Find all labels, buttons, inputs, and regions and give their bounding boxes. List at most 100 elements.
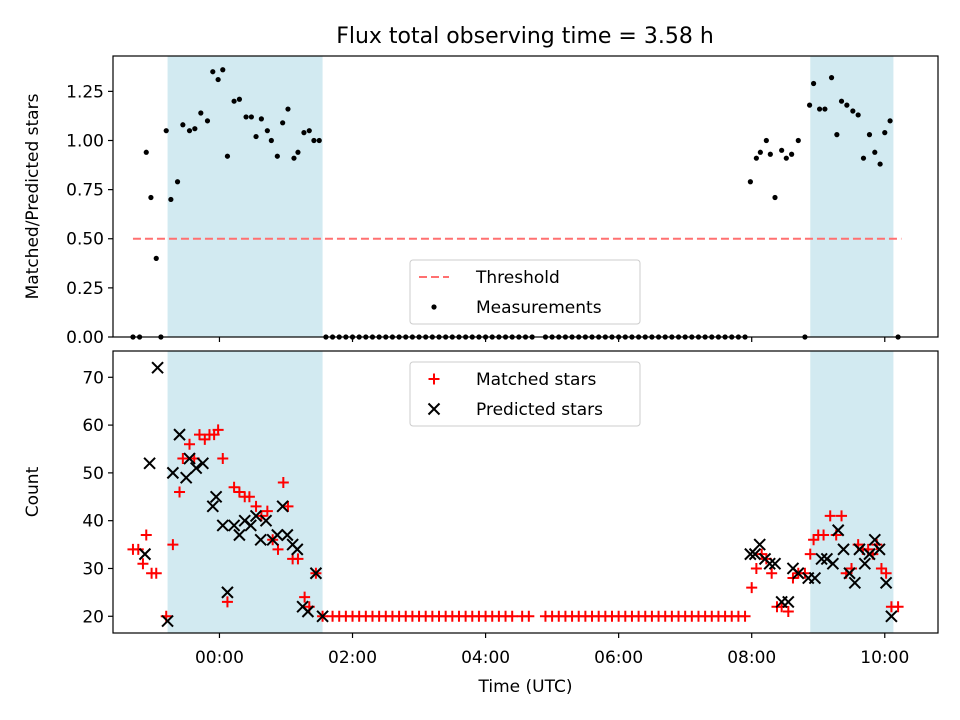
predicted-star-point bbox=[227, 519, 241, 532]
measurement-point bbox=[828, 75, 835, 81]
measurement-point bbox=[844, 102, 850, 108]
measurement-point bbox=[795, 137, 801, 144]
measurement-point bbox=[767, 151, 773, 157]
measurement-point bbox=[143, 149, 149, 155]
predicted-star-point bbox=[276, 500, 289, 513]
measurement-point bbox=[174, 179, 181, 185]
measurement-point bbox=[311, 137, 317, 144]
matched-star-point bbox=[137, 558, 149, 570]
measurement-point bbox=[163, 128, 169, 134]
measurement-point bbox=[248, 114, 254, 120]
measurement-point bbox=[877, 161, 883, 167]
predicted-star-point bbox=[161, 614, 174, 628]
measurement-point bbox=[148, 194, 154, 201]
matched-star-point bbox=[746, 582, 758, 594]
matched-star-point bbox=[782, 605, 794, 617]
matched-star-point bbox=[233, 486, 245, 498]
measurement-point bbox=[882, 130, 888, 136]
predicted-star-point bbox=[138, 547, 152, 561]
matched-star-point bbox=[880, 567, 892, 579]
predicted-star-point bbox=[744, 547, 757, 561]
measurement-point bbox=[838, 98, 845, 104]
measurement-point bbox=[779, 147, 785, 153]
axes-frame bbox=[112, 350, 939, 634]
measurement-point bbox=[220, 67, 226, 73]
x-tick-label: 00:00 bbox=[195, 648, 244, 668]
matched-star-point bbox=[261, 505, 273, 517]
legend-entry-label: Threshold bbox=[475, 268, 560, 288]
predicted-star-point bbox=[853, 543, 866, 556]
y-tick-label: 60 bbox=[82, 416, 104, 436]
measurement-point bbox=[301, 130, 307, 136]
predicted-star-point bbox=[843, 567, 856, 580]
predicted-star-point bbox=[281, 528, 294, 542]
matched-star-point bbox=[766, 567, 778, 579]
predicted-star-point bbox=[233, 528, 246, 542]
measurement-point bbox=[872, 149, 878, 155]
measurement-point bbox=[306, 128, 312, 134]
predicted-star-point bbox=[863, 547, 876, 561]
matched-star-point bbox=[174, 486, 186, 498]
legend-entry-label: Measurements bbox=[476, 298, 602, 318]
predicted-star-point bbox=[244, 519, 257, 532]
predicted-star-point bbox=[848, 576, 862, 590]
measurement-point bbox=[822, 106, 828, 112]
predicted-star-point bbox=[831, 524, 845, 537]
measurement-point bbox=[860, 155, 867, 161]
predicted-star-point bbox=[206, 500, 220, 513]
legend-entry-label: Matched stars bbox=[476, 370, 596, 390]
measurement-point bbox=[280, 120, 286, 126]
matched-star-point bbox=[140, 529, 152, 541]
predicted-star-point bbox=[221, 586, 234, 599]
predicted-star-point bbox=[868, 533, 882, 547]
measurement-point bbox=[291, 155, 297, 161]
predicted-star-point bbox=[259, 514, 273, 527]
matched-star-point bbox=[132, 543, 144, 555]
predicted-star-point bbox=[873, 543, 886, 556]
predicted-star-point bbox=[209, 490, 223, 503]
matched-star-point bbox=[282, 500, 294, 512]
measurement-point bbox=[866, 132, 873, 138]
predicted-star-point bbox=[173, 428, 186, 441]
predicted-star-point bbox=[309, 567, 323, 580]
bottom-panel: 20 30 40 50 60 70 00:00 02:00 04:00 06:00 08:00 10:… bbox=[23, 350, 939, 697]
shaded-region bbox=[167, 56, 323, 337]
predicted-star-point bbox=[183, 452, 196, 465]
predicted-star-point bbox=[179, 471, 193, 484]
measurement-point bbox=[153, 255, 159, 261]
measurement-point bbox=[747, 179, 753, 185]
y-tick-label: 0.50 bbox=[66, 230, 104, 250]
matched-star-point bbox=[299, 591, 311, 603]
predicted-star-point bbox=[748, 547, 762, 561]
predicted-star-point bbox=[189, 461, 203, 475]
measurement-point bbox=[215, 76, 221, 83]
matched-star-point bbox=[217, 453, 229, 465]
legend-matched-swatch bbox=[428, 373, 440, 385]
matched-star-point bbox=[799, 567, 811, 579]
predicted-star-point bbox=[858, 557, 872, 570]
predicted-star-point bbox=[254, 533, 267, 547]
y-tick-label: 1.25 bbox=[66, 82, 104, 102]
predicted-star-point bbox=[143, 457, 156, 470]
matched-star-point bbox=[250, 500, 262, 512]
measurement-point bbox=[224, 153, 231, 159]
measurement-point bbox=[285, 106, 291, 112]
predicted-star-point bbox=[808, 571, 822, 585]
measurement-point bbox=[850, 108, 856, 114]
measurement-point bbox=[186, 128, 193, 134]
measurement-point bbox=[274, 153, 280, 159]
measurement-point bbox=[789, 151, 795, 157]
matched-star-point bbox=[892, 601, 904, 613]
x-tick-label: 06:00 bbox=[594, 648, 643, 668]
measurement-point bbox=[210, 69, 216, 75]
measurement-point bbox=[316, 137, 322, 144]
legend-predicted-swatch bbox=[427, 402, 441, 416]
measurement-point bbox=[204, 118, 211, 124]
measurement-point bbox=[816, 106, 823, 112]
predicted-star-point bbox=[782, 595, 795, 609]
matched-star-point bbox=[177, 453, 189, 465]
matched-star-point bbox=[739, 610, 751, 622]
measurement-point bbox=[168, 196, 174, 203]
shaded-region bbox=[810, 351, 894, 633]
